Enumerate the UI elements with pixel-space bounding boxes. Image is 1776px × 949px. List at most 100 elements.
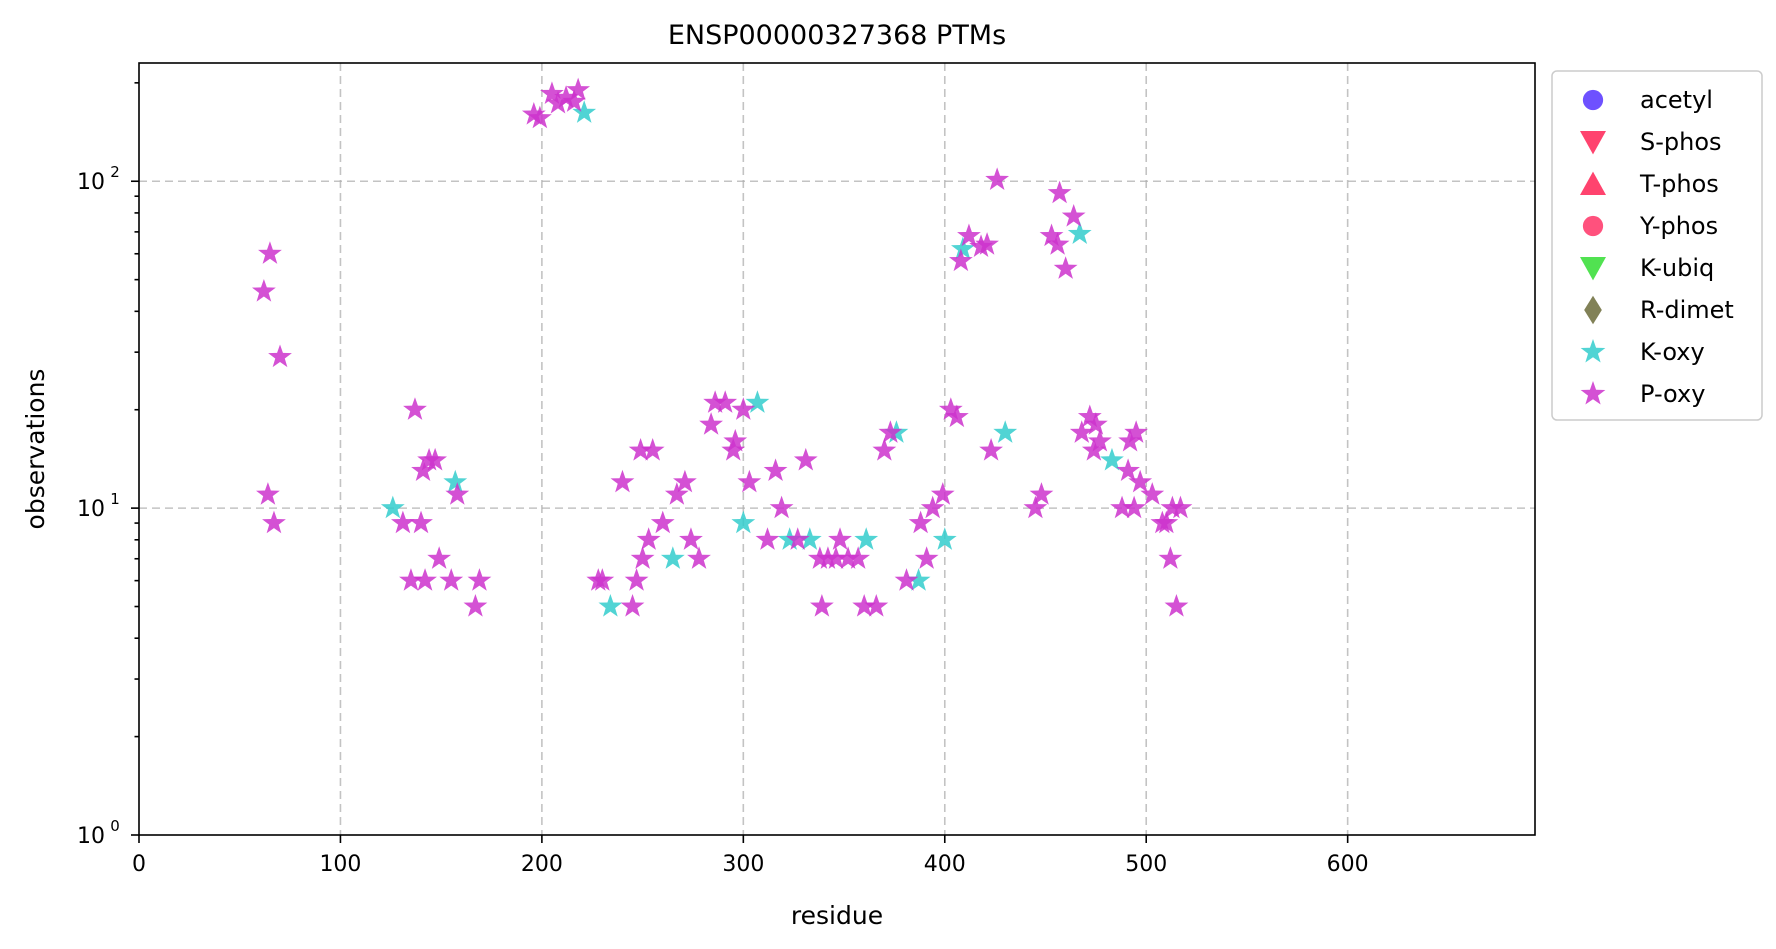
data-point-p-oxy [1039,223,1064,247]
data-point-p-oxy [1110,495,1134,519]
legend-label-p-oxy: P-oxy [1640,380,1705,408]
data-point-p-oxy [413,568,437,591]
data-point-p-oxy [1047,180,1072,204]
data-point-p-oxy [679,527,703,550]
x-tick-label: 200 [521,852,563,877]
legend-marker-s-phos [1580,130,1606,155]
data-point-p-oxy [969,234,993,257]
data-point-p-oxy [1087,428,1112,452]
data-point-p-oxy [399,568,423,591]
data-point-p-oxy [391,510,415,534]
data-point-p-oxy [540,81,564,105]
y-tick-label: 10 [77,497,105,522]
grid-lines [139,63,1535,835]
data-point-p-oxy [1124,420,1149,443]
data-point-p-oxy [1069,420,1094,443]
x-tick-label: 300 [722,852,764,877]
plot-frame [138,62,1536,836]
data-point-p-oxy [1061,204,1086,227]
legend-marker-y-phos [1582,215,1604,237]
y-tick-exponent: 2 [110,163,120,181]
data-point-p-oxy [721,438,746,461]
data-point-p-oxy [521,102,546,125]
data-point-p-oxy [713,390,738,413]
data-point-p-oxy [427,546,452,569]
data-point-p-oxy [864,594,889,617]
data-point-p-oxy [949,248,973,272]
data-point-p-oxy [908,510,933,534]
data-point-k-oxy [854,527,879,550]
data-point-p-oxy [985,167,1010,190]
data-point-p-oxy [630,546,655,569]
data-point-k-oxy [572,100,597,123]
y-axis-label: observations [21,369,50,530]
data-point-p-oxy [852,594,877,617]
data-point-p-oxy [878,420,903,443]
legend-label-t-phos: T-phos [1639,170,1719,198]
data-point-p-oxy [411,458,435,481]
data-point-p-oxy [920,495,945,519]
legend-label-k-oxy: K-oxy [1640,338,1705,366]
data-point-p-oxy [590,568,615,591]
legend-marker-acetyl [1582,89,1604,111]
data-point-p-oxy [546,90,570,114]
legend-label-r-dimet: R-dimet [1640,296,1734,324]
data-point-k-oxy [731,510,756,534]
data-point-p-oxy [562,89,587,112]
data-point-k-oxy [932,527,957,550]
data-point-p-oxy [1053,256,1078,279]
y-tick-exponent: 0 [110,817,120,835]
y-tick-exponent: 1 [110,490,120,508]
data-point-p-oxy [944,404,969,428]
legend-marker-r-dimet [1584,295,1602,325]
legend: acetyl S-phos T-phos Y-phos K-ubiq R-dimet K-o… [1551,70,1763,421]
data-point-p-oxy [1128,469,1153,493]
data-point-p-oxy [620,594,645,617]
y-tick-label: 10 [77,170,105,195]
legend-frame [1551,70,1763,421]
legend-marker-t-phos [1580,171,1606,196]
data-point-p-oxy [872,438,897,461]
data-point-p-oxy [636,527,661,550]
x-tick-label: 100 [319,852,361,877]
data-point-p-oxy [769,495,794,519]
chart-title: ENSP00000327368 PTMs [668,20,1006,51]
data-point-p-oxy [1168,495,1193,519]
data-point-p-oxy [1122,495,1147,519]
legend-label-y-phos: Y-phos [1639,212,1718,240]
legend-label-acetyl: acetyl [1640,86,1713,114]
data-point-p-oxy [824,546,848,569]
data-point-p-oxy [554,85,578,108]
legend-label-s-phos: S-phos [1640,128,1722,156]
data-point-p-oxy [467,568,492,591]
data-point-k-oxy [1100,447,1124,471]
data-point-p-oxy [810,594,834,617]
data-point-p-oxy [846,546,871,569]
x-tick-label: 400 [924,852,966,877]
data-point-p-oxy [256,482,280,505]
data-point-p-oxy [836,546,860,569]
data-point-p-oxy [1045,232,1070,255]
data-point-k-oxy [797,527,822,550]
legend-marker-k-oxy [1580,339,1606,363]
data-points [252,77,1193,617]
data-point-p-oxy [755,527,780,550]
data-point-k-oxy [993,420,1018,443]
legend-marker-k-ubiq [1580,256,1606,281]
data-point-p-oxy [737,469,762,493]
data-point-p-oxy [699,412,723,435]
x-tick-label: 0 [132,852,146,877]
data-point-k-oxy [1067,221,1092,245]
data-point-p-oxy [1140,482,1165,505]
data-point-p-oxy [673,469,697,493]
data-point-p-oxy [785,527,810,550]
data-point-p-oxy [1083,412,1108,435]
data-point-p-oxy [687,546,711,569]
data-point-p-oxy [610,469,635,493]
data-point-p-oxy [640,438,665,461]
legend-marker-p-oxy [1580,381,1606,405]
data-point-p-oxy [1077,404,1102,428]
data-point-p-oxy [703,390,728,413]
data-point-p-oxy [423,447,448,471]
